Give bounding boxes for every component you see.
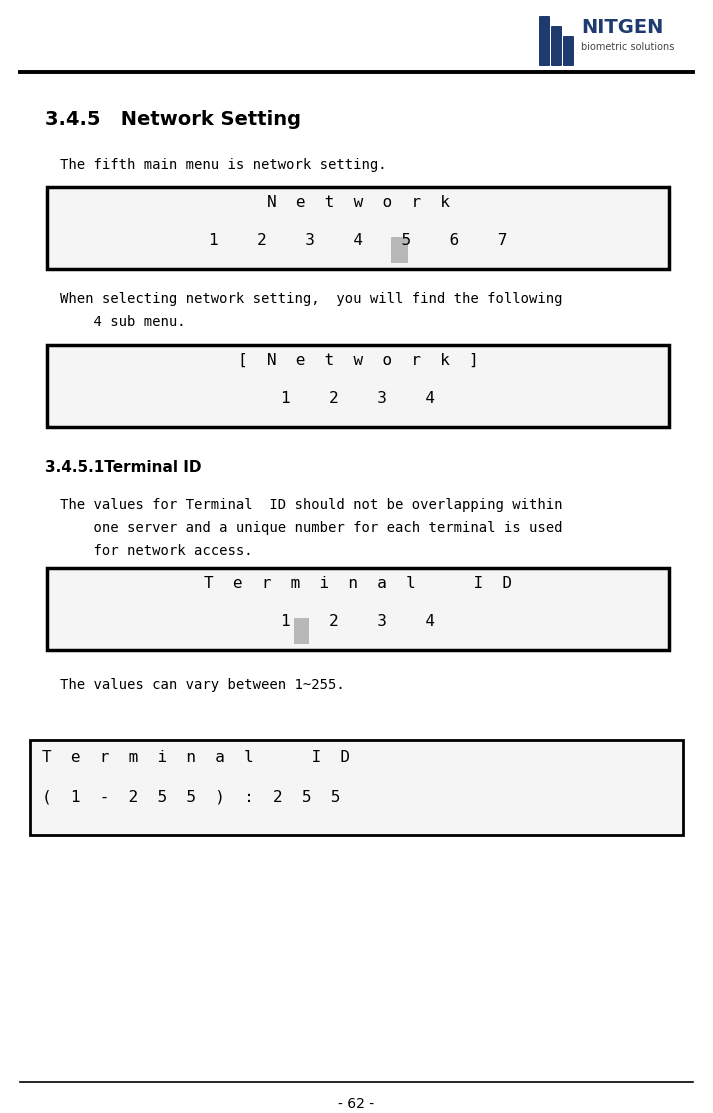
Bar [47,568,669,650]
Text: When selecting network setting,  you will find the following: When selecting network setting, you will… [60,292,563,306]
Text: The values can vary between 1~255.: The values can vary between 1~255. [60,678,345,692]
Text: [  N  e  t  w  o  r  k  ]: [ N e t w o r k ] [237,353,478,368]
Text: 4 sub menu.: 4 sub menu. [60,315,185,329]
Text: (  1  -  2  5  5  )  :  2  5  5: ( 1 - 2 5 5 ) : 2 5 5 [42,790,340,805]
FancyBboxPatch shape [539,16,550,66]
Text: N  e  t  w  o  r  k: N e t w o r k [267,195,449,210]
Bar [47,187,669,269]
FancyBboxPatch shape [551,26,562,66]
FancyBboxPatch shape [563,36,574,66]
Text: 3.4.5   Network Setting: 3.4.5 Network Setting [45,110,301,129]
Bar [294,618,309,644]
Text: 1    2    3    4: 1 2 3 4 [281,391,435,406]
Text: NITGEN: NITGEN [581,18,663,37]
Text: one server and a unique number for each terminal is used: one server and a unique number for each … [60,521,563,535]
Text: biometric solutions: biometric solutions [581,42,674,52]
Text: - 62 -: - 62 - [338,1097,374,1111]
Text: The values for Terminal  ID should not be overlapping within: The values for Terminal ID should not be… [60,498,563,512]
Text: 1    2    3    4: 1 2 3 4 [281,614,435,629]
Text: for network access.: for network access. [60,544,252,558]
Text: 1    2    3    4    5    6    7: 1 2 3 4 5 6 7 [209,233,507,248]
Text: 3.4.5.1Terminal ID: 3.4.5.1Terminal ID [45,460,202,475]
Text: The fifth main menu is network setting.: The fifth main menu is network setting. [60,158,386,173]
Bar [47,345,669,427]
Text: T  e  r  m  i  n  a  l      I  D: T e r m i n a l I D [204,577,512,591]
Bar [30,740,683,835]
Text: T  e  r  m  i  n  a  l      I  D: T e r m i n a l I D [42,750,350,765]
Bar [391,237,409,263]
